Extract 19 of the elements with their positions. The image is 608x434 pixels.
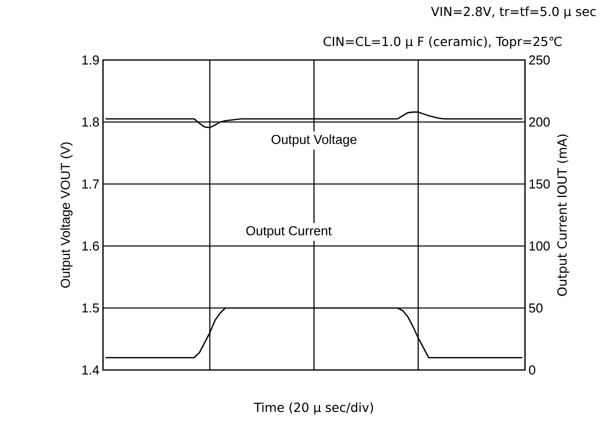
chart-title: VIN=2.8V, tr=tf=5.0 μ sec — [430, 6, 596, 19]
y2-tick-label: 150 — [530, 179, 550, 189]
y2-tick-label: 250 — [529, 55, 550, 65]
y-axis-title: Output Voltage VOUT (V) — [60, 142, 73, 288]
y2-axis-title: Output Current IOUT (mA) — [557, 134, 570, 296]
y-tick-label: 1.6 — [82, 241, 99, 251]
x-axis-title: Time (20 μ sec/div) — [254, 402, 374, 414]
series-label: Output Voltage — [272, 134, 356, 147]
y-tick-label: 1.7 — [82, 180, 99, 188]
y2-tick-label: 50 — [529, 303, 542, 313]
annotation: Output Current — [246, 226, 332, 238]
y2-tick-label: 200 — [529, 117, 550, 127]
y-tick-label: 1.5 — [82, 303, 99, 313]
y-tick-label: 1.4 — [82, 366, 100, 374]
y-tick-label: 1.8 — [82, 117, 99, 127]
y-tick-label: 1.9 — [82, 55, 99, 65]
y2-tick-label: 0 — [529, 365, 536, 375]
chart-subtitle: CIN=CL=1.0 μ F (ceramic), Topr=25℃ — [324, 36, 562, 49]
y2-tick-label: 100 — [530, 241, 550, 251]
